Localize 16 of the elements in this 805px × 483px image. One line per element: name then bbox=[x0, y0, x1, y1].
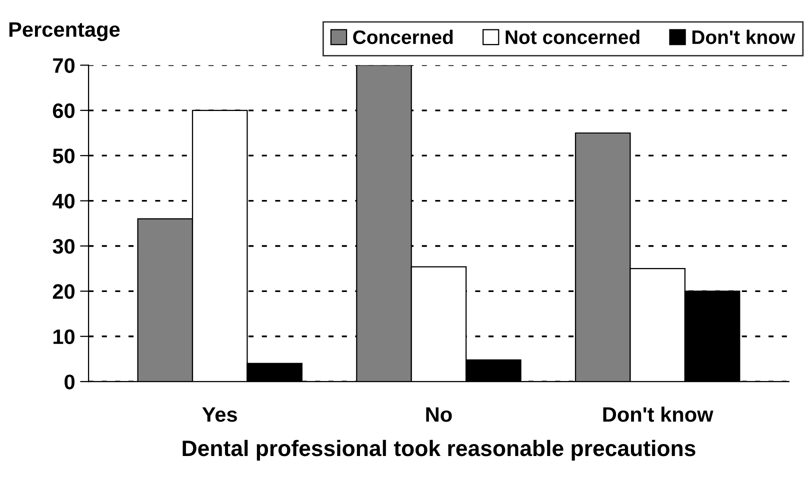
legend-label: Don't know bbox=[692, 30, 796, 44]
y-tick-label: 0 bbox=[64, 374, 75, 390]
x-tick-label: Don't know bbox=[603, 406, 714, 422]
x-axis-title: Dental professional took reasonable precautions bbox=[182, 440, 696, 461]
y-tick-label: 70 bbox=[53, 58, 75, 73]
y-tick-label: 30 bbox=[52, 238, 75, 254]
y-axis-title: Percentage bbox=[9, 22, 120, 42]
y-tick-label: 50 bbox=[52, 148, 75, 164]
y-tick-label: 40 bbox=[52, 194, 75, 209]
legend-label: Not concerned bbox=[506, 30, 640, 44]
x-tick-label: Yes bbox=[202, 407, 237, 422]
legend-label: Concerned bbox=[353, 30, 453, 44]
y-tick-label: 20 bbox=[52, 284, 75, 299]
y-tick-label: 10 bbox=[53, 329, 75, 344]
x-tick-label: No bbox=[426, 407, 452, 422]
y-tick-label: 60 bbox=[52, 103, 75, 118]
